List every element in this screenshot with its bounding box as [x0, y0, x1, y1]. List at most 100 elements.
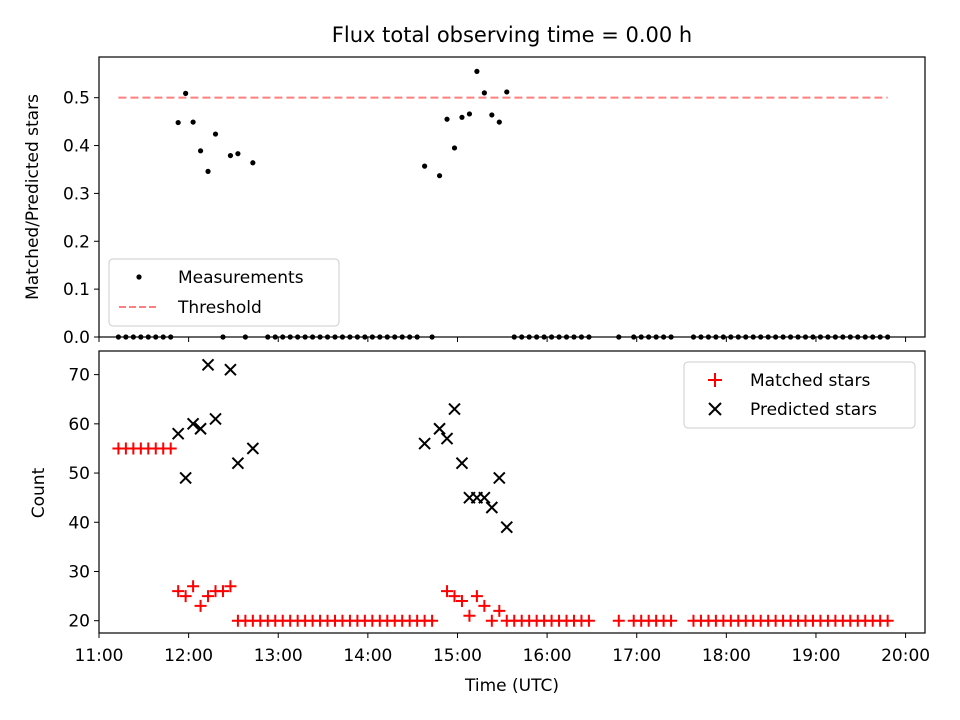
measurement-point	[855, 334, 861, 340]
measurement-point	[250, 160, 256, 166]
matched-star-point	[202, 590, 215, 603]
measurement-point	[354, 334, 361, 340]
measurement-point	[668, 334, 674, 340]
predicted-star-point	[194, 422, 207, 435]
count-legend-box	[683, 361, 916, 429]
measurement-point	[362, 334, 368, 340]
measurement-point	[698, 334, 704, 340]
x-tick-label: 14:00	[343, 646, 392, 666]
x-tick-label: 20:00	[881, 646, 930, 666]
ratio-panel: 0.0 0.1 0.2 0.3 0.4 0.5 Matched/Predicted sta…	[23, 56, 926, 348]
measurement-point	[765, 334, 771, 340]
measurement-point	[802, 334, 809, 340]
x-tick-label: 12:00	[164, 646, 213, 666]
ratio-x-ticks	[98, 337, 907, 342]
measurement-point	[384, 334, 390, 340]
measurement-point	[295, 334, 301, 340]
measurement-point	[832, 334, 838, 340]
predicted-star-point	[418, 437, 431, 450]
predicted-star-point	[201, 358, 215, 371]
measurement-point	[407, 334, 413, 340]
measurement-point	[392, 334, 398, 340]
measurement-point	[227, 152, 234, 159]
count-y-tick-label: 70	[68, 366, 90, 386]
count-panel-frame	[98, 350, 926, 634]
measurement-point	[265, 334, 271, 340]
matched-stars-series	[112, 442, 894, 627]
measurement-point	[787, 334, 794, 340]
count-y-axis-label: Count	[29, 467, 49, 518]
predicted-star-point	[485, 501, 499, 514]
ratio-y-tick-label: 0.3	[63, 184, 90, 204]
matched-star-point	[470, 590, 483, 603]
predicted-star-point	[500, 520, 513, 534]
matched-star-point	[224, 580, 237, 593]
matched-star-point	[665, 614, 678, 627]
ratio-y-tick-label: 0.0	[63, 328, 90, 348]
measurement-point	[175, 119, 181, 126]
legend-measurements-label: Measurements	[178, 268, 304, 288]
measurement-point	[160, 334, 166, 340]
measurement-point	[242, 334, 248, 340]
measurement-point	[728, 334, 734, 340]
predicted-star-point	[179, 471, 192, 485]
matched-star-point	[187, 580, 200, 593]
measurement-point	[466, 111, 473, 117]
ratio-y-tick-label: 0.1	[63, 280, 90, 300]
matched-star-point	[194, 599, 207, 612]
predicted-star-point	[171, 427, 185, 440]
measurement-point	[235, 151, 241, 157]
x-tick-label: 11:00	[75, 646, 124, 666]
measurement-point	[429, 334, 435, 340]
count-x-ticks: 11:00 12:00 13:00 14:00 15:00 16:00 17:00 18:00…	[75, 633, 930, 666]
measurement-point	[280, 334, 286, 340]
predicted-star-point	[448, 402, 461, 416]
ratio-y-ticks: 0.0 0.1 0.2 0.3 0.4 0.5	[63, 89, 99, 348]
measurement-point	[578, 334, 585, 340]
measurement-point	[347, 334, 353, 340]
count-y-tick-label: 60	[68, 415, 90, 435]
measurement-point	[571, 334, 577, 340]
measurement-point	[197, 148, 204, 154]
measurement-point	[324, 334, 331, 340]
measurement-point	[436, 173, 443, 179]
measurement-point	[183, 90, 189, 96]
count-y-tick-label: 30	[68, 562, 90, 582]
measurement-point	[474, 68, 480, 74]
predicted-star-point	[186, 417, 200, 431]
ratio-legend: Measurements Threshold	[108, 258, 340, 327]
measurements-series	[115, 68, 891, 340]
measurement-point	[212, 131, 219, 137]
measurement-point	[526, 334, 532, 340]
measurement-point	[138, 334, 144, 340]
measurement-point	[220, 334, 226, 340]
matched-star-point	[582, 614, 595, 627]
measurement-point	[534, 334, 540, 340]
measurement-point	[616, 334, 622, 340]
measurement-point	[661, 334, 667, 340]
measurement-point	[563, 334, 570, 340]
measurement-point	[638, 334, 644, 340]
matched-star-point	[478, 599, 491, 612]
measurement-point	[810, 334, 816, 340]
matched-star-point	[612, 614, 625, 627]
count-legend: Matched stars Predicted stars	[683, 361, 916, 429]
matched-star-point	[881, 614, 894, 627]
measurement-point	[153, 334, 159, 340]
measurement-point	[459, 114, 465, 120]
measurement-point	[399, 334, 405, 340]
measurement-point	[586, 334, 592, 340]
measurement-point	[496, 119, 502, 125]
measurement-point	[840, 334, 846, 340]
count-y-tick-label: 40	[68, 513, 90, 533]
measurement-point	[489, 112, 495, 118]
predicted-star-point	[209, 412, 222, 426]
measurement-point	[743, 334, 749, 340]
measurement-point	[123, 334, 129, 340]
measurement-point	[444, 116, 450, 122]
predicted-star-point	[224, 363, 237, 376]
measurement-point	[309, 334, 316, 340]
matched-star-point	[179, 590, 192, 603]
ratio-y-axis-label: Matched/Predicted stars	[23, 94, 43, 300]
